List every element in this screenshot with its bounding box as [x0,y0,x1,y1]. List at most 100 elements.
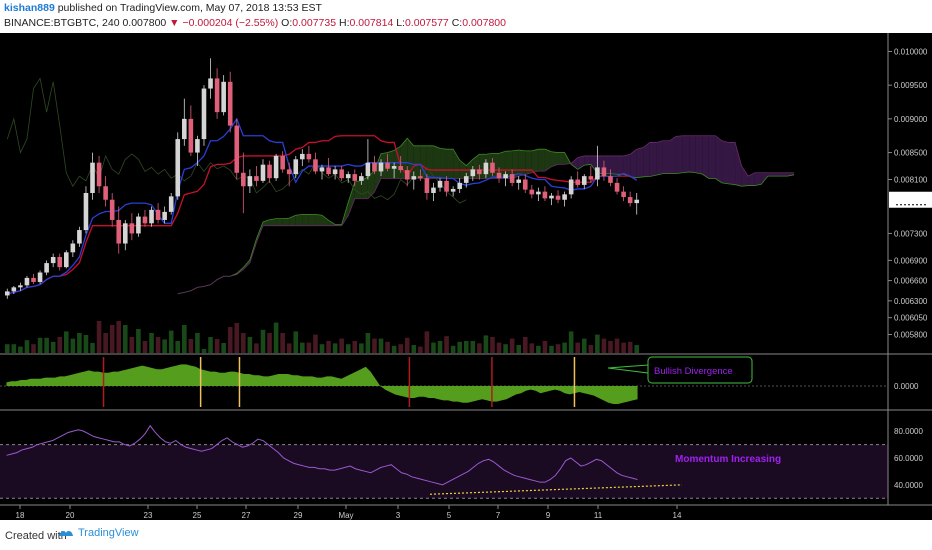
candle-body [503,174,508,179]
volume-bar [522,337,528,353]
chart-area[interactable]: 0.0000 Bullish Divergence Momentum Increa… [0,33,932,520]
volume-bar [11,344,17,353]
author-link[interactable]: kishan889 [4,2,55,14]
candle-body [542,191,548,199]
chart-svg[interactable]: 0.0000 Bullish Divergence Momentum Increa… [0,33,932,520]
publish-line: kishan889 published on TradingView.com, … [4,2,322,14]
cloud-segment [544,149,552,172]
tradingview-label: TradingView [78,527,139,539]
candle-body [391,166,397,169]
candle [267,160,272,183]
candle [286,162,292,187]
volume-bar [63,331,69,353]
senkou-span-a-line [177,137,795,295]
candle-body [313,159,318,172]
volume-bar [90,343,95,353]
cloud-segment [348,182,355,216]
volume-bar [273,322,279,353]
candle [450,186,456,197]
candle [536,187,541,202]
candle [149,206,154,227]
candle [634,193,640,215]
candle [319,164,325,180]
volume-bar [300,342,305,353]
cloud-segment [433,145,441,179]
candle-body [168,196,174,212]
volume-bar [241,333,246,353]
time-tick-label: 9 [546,511,551,520]
volume-bar [188,339,194,353]
candle-body [37,272,43,282]
volume-bar [601,338,607,353]
volume-bar [234,323,240,353]
candle-body [18,285,23,288]
candle [241,152,246,214]
cloud-segment [780,172,788,177]
candle-body [516,179,521,183]
cloud-segment [453,149,460,179]
price-change: −0.000204 (−2.55%) [182,17,279,29]
cloud-segment [289,215,296,226]
candle-body [332,169,338,175]
cloud-segment [643,142,650,177]
cloud-segment [276,218,283,226]
candle-body [483,162,489,175]
candle [352,169,358,187]
cloud-segment [610,155,618,175]
candle [365,139,371,180]
volume-bar [293,331,299,353]
volume-bar [627,341,633,353]
candle-body [372,162,377,172]
volume-bar [404,337,410,353]
candle [457,178,462,193]
candle [175,132,181,200]
candle-body [549,195,554,199]
cloud-segment [322,215,329,226]
cloud-segment [584,155,591,166]
volume-bar [267,333,272,353]
volume-bar [542,341,548,353]
cloud-segment [787,172,795,177]
price-tick-label: 0.006300 [894,297,928,306]
time-tick-label: May [338,511,353,520]
tradingview-brand[interactable]: TradingView [58,527,139,539]
cloud-segment [715,135,722,183]
volume-bar [175,341,181,353]
candle-body [247,176,253,187]
time-tick-label: 18 [16,511,25,520]
cloud-segment [761,172,768,185]
candle [4,288,10,299]
volume-bar [4,344,10,353]
candle-body [300,153,305,160]
momentum-increasing-label: Momentum Increasing [675,454,781,465]
momentum-pane: Momentum Increasing 80.0000 60.0000 40.0000 [0,424,923,499]
candle-body [365,162,371,177]
volume-bar [155,337,161,353]
candle [247,169,253,193]
candle-body [188,118,194,153]
candle [57,253,63,271]
chart-header: kishan889 published on TradingView.com, … [0,0,932,33]
volume-bar [162,339,167,353]
candle-body [142,216,148,224]
candle [601,160,607,181]
volume-bar [503,344,508,353]
price-tick-label: 0.006900 [894,256,928,265]
candle [103,176,108,207]
open-value: 0.007735 [292,17,337,29]
candle-body [588,176,594,180]
candle [418,169,423,181]
volume-bar [83,335,89,353]
cloud-segment [702,135,709,179]
cloud-segment [676,135,683,174]
footer: Created with TradingView [0,520,932,550]
volume-bar [516,345,521,353]
candle-body [536,191,541,195]
volume-bar [437,341,443,353]
price-tick-label: 0.006600 [894,277,928,286]
candle-body [31,277,36,282]
candle [136,213,141,237]
volume-bar [168,330,174,353]
candle [437,178,443,192]
candle [575,171,581,188]
